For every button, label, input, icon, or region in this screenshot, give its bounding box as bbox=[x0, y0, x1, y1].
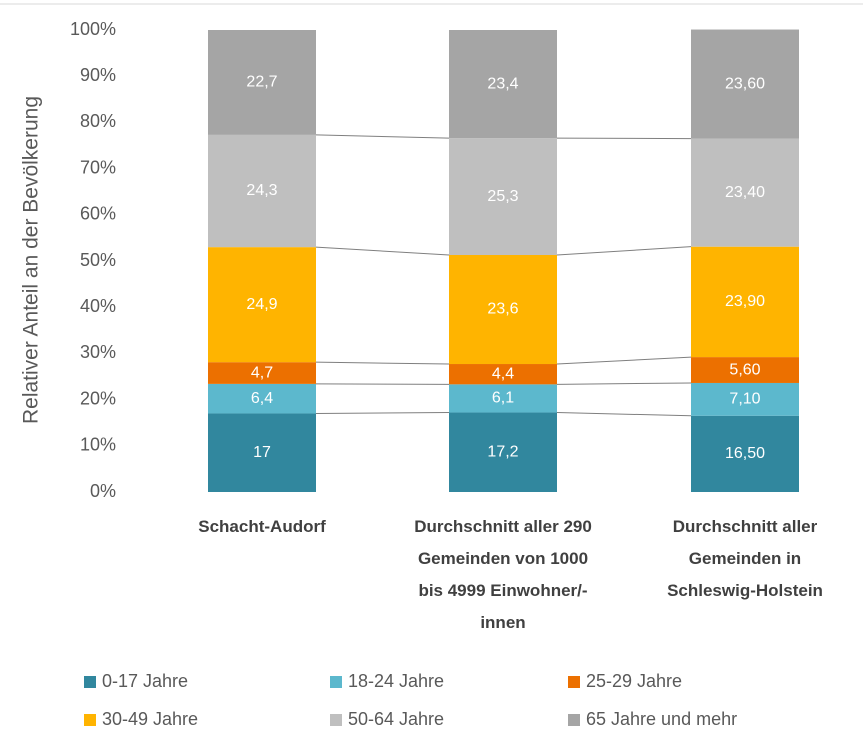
connector bbox=[556, 412, 692, 417]
value-label: 23,90 bbox=[725, 293, 765, 310]
connector bbox=[556, 382, 692, 385]
y-tick-label: 0% bbox=[90, 481, 116, 501]
value-label: 22,7 bbox=[246, 74, 277, 91]
value-label: 4,4 bbox=[492, 365, 514, 382]
x-tick-label: Schacht-Audorf bbox=[198, 517, 326, 536]
connector bbox=[315, 246, 450, 256]
connector bbox=[556, 246, 692, 256]
value-label: 6,4 bbox=[251, 390, 273, 407]
connector bbox=[315, 412, 450, 414]
value-label: 6,1 bbox=[492, 390, 514, 407]
legend-swatch bbox=[568, 676, 580, 688]
connector bbox=[315, 134, 450, 139]
value-label: 17,2 bbox=[487, 443, 518, 460]
bar-segment bbox=[208, 413, 316, 492]
value-label: 5,60 bbox=[729, 361, 760, 378]
value-label: 7,10 bbox=[729, 391, 760, 408]
legend-label: 65 Jahre und mehr bbox=[586, 709, 737, 729]
value-label: 25,3 bbox=[487, 188, 518, 205]
value-label: 23,4 bbox=[487, 75, 518, 92]
legend-label: 50-64 Jahre bbox=[348, 709, 444, 729]
y-tick-label: 70% bbox=[80, 157, 116, 177]
bar-segment bbox=[208, 362, 316, 384]
y-tick-label: 50% bbox=[80, 250, 116, 270]
y-tick-label: 100% bbox=[70, 19, 116, 39]
legend-label: 30-49 Jahre bbox=[102, 709, 198, 729]
connector bbox=[556, 356, 692, 365]
bar-segment bbox=[208, 134, 316, 248]
y-tick-label: 20% bbox=[80, 388, 116, 408]
legend-swatch bbox=[84, 714, 96, 726]
x-tick-label: Durchschnitt aller 290 Gemeinden von 100… bbox=[414, 517, 592, 632]
value-label: 23,6 bbox=[487, 301, 518, 318]
value-label: 24,9 bbox=[246, 296, 277, 313]
y-tick-label: 40% bbox=[80, 296, 116, 316]
legend-swatch bbox=[330, 714, 342, 726]
legend-label: 0-17 Jahre bbox=[102, 671, 188, 691]
bar-segment bbox=[691, 357, 799, 383]
bar-segment bbox=[449, 138, 557, 255]
legend-label: 18-24 Jahre bbox=[348, 671, 444, 691]
bar-segment bbox=[449, 254, 557, 365]
bar-segment bbox=[691, 29, 799, 139]
bar-segment bbox=[208, 247, 316, 363]
bar-segment bbox=[208, 383, 316, 414]
bar-segment bbox=[449, 364, 557, 385]
bar-segment bbox=[449, 412, 557, 492]
value-label: 23,40 bbox=[725, 184, 765, 201]
legend-swatch bbox=[84, 676, 96, 688]
connector bbox=[315, 361, 450, 365]
x-tick-label: Durchschnitt aller Gemeinden in Schleswi… bbox=[667, 517, 823, 600]
bar-segment bbox=[691, 138, 799, 247]
bar-segment bbox=[691, 382, 799, 416]
y-tick-label: 80% bbox=[80, 111, 116, 131]
value-label: 16,50 bbox=[725, 445, 765, 462]
legend-swatch bbox=[568, 714, 580, 726]
y-tick-label: 90% bbox=[80, 65, 116, 85]
y-tick-label: 60% bbox=[80, 204, 116, 224]
value-label: 17 bbox=[253, 444, 271, 461]
bar-segment bbox=[691, 246, 799, 358]
bar-segment bbox=[449, 30, 557, 139]
bar-segment bbox=[691, 415, 799, 492]
y-tick-label: 10% bbox=[80, 435, 116, 455]
legend-label: 25-29 Jahre bbox=[586, 671, 682, 691]
value-label: 23,60 bbox=[725, 75, 765, 92]
value-label: 4,7 bbox=[251, 364, 273, 381]
bar-segment bbox=[208, 30, 316, 135]
y-axis-label: Relativer Anteil an der Bevölkerung bbox=[20, 96, 43, 424]
bar-segment bbox=[449, 384, 557, 413]
y-tick-label: 30% bbox=[80, 342, 116, 362]
legend-swatch bbox=[330, 676, 342, 688]
value-label: 24,3 bbox=[246, 182, 277, 199]
